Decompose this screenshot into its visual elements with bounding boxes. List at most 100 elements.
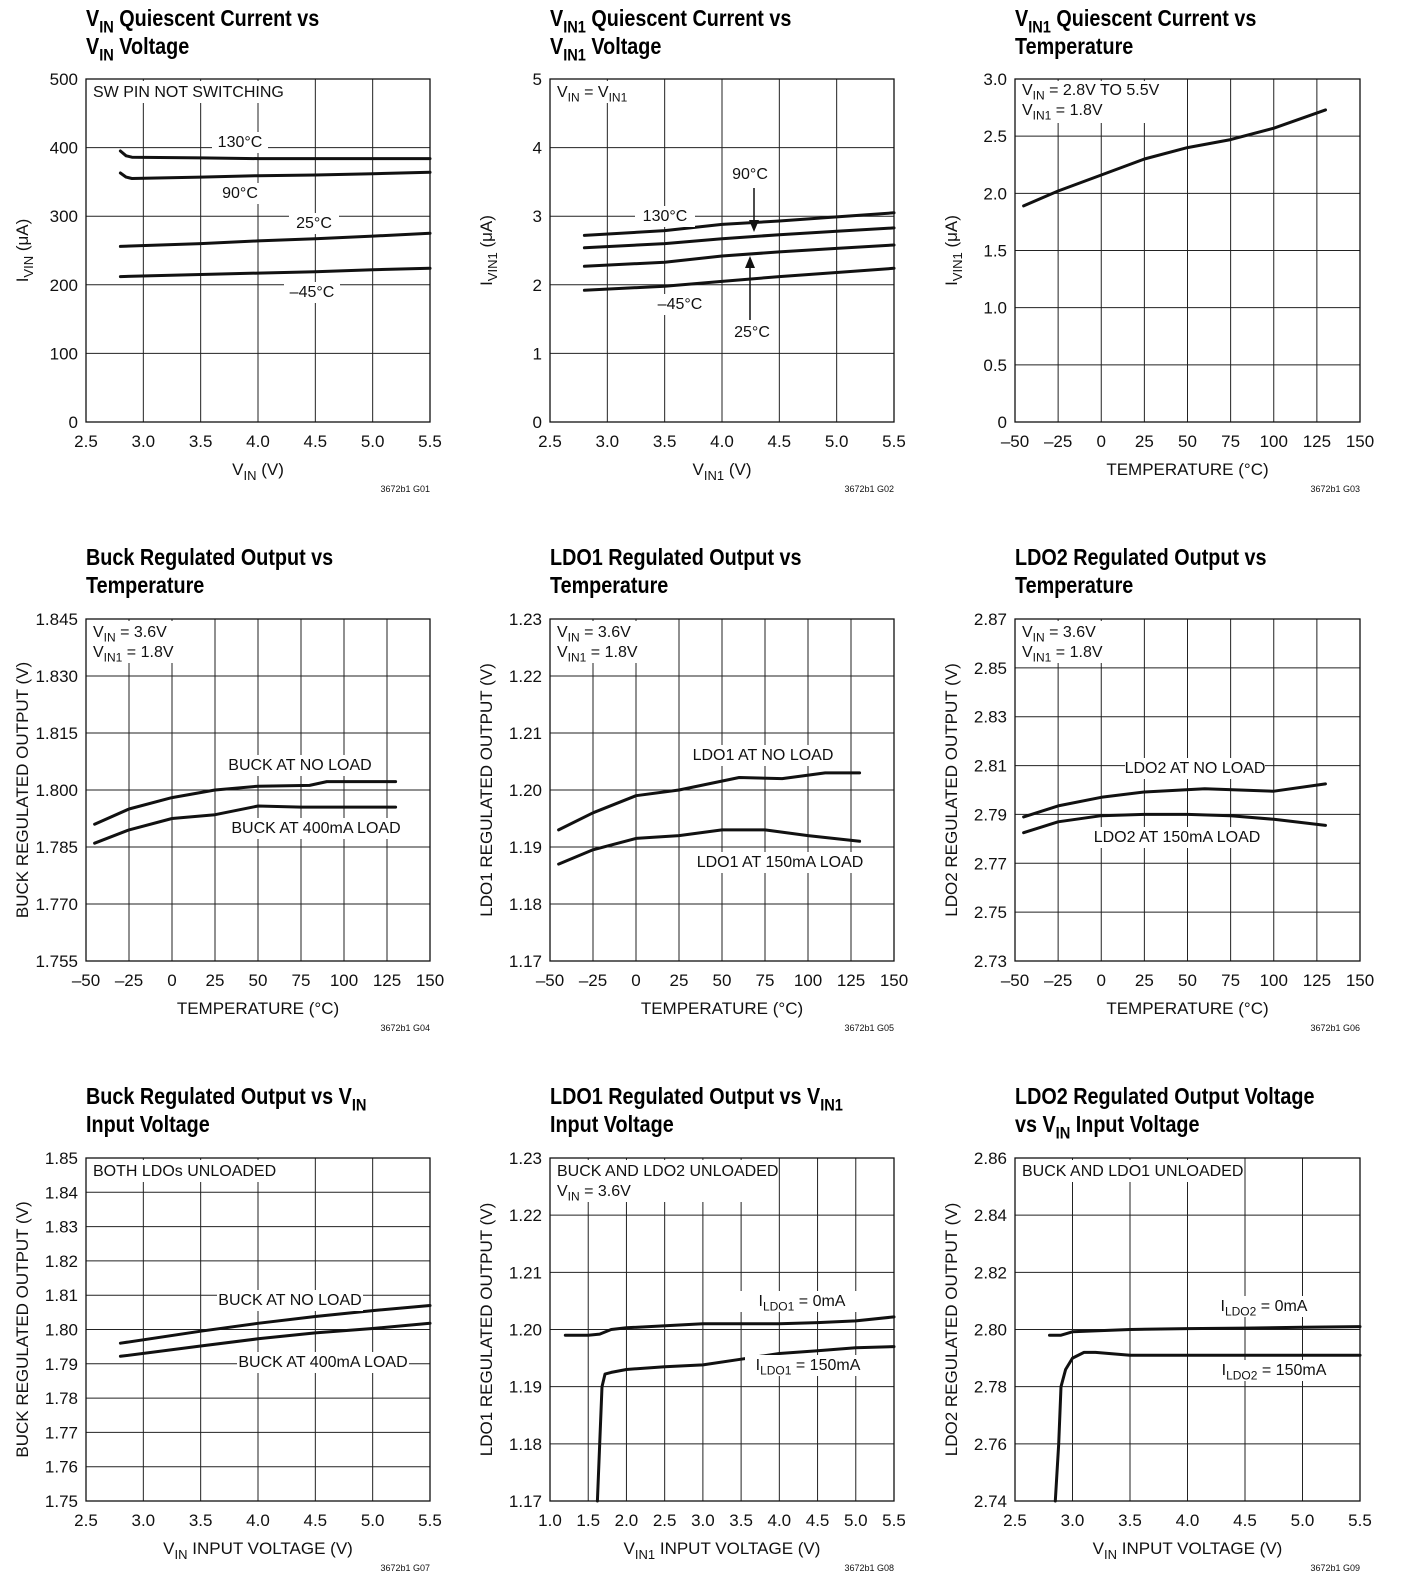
chart-title-line: vs VIN Input Voltage: [1015, 1112, 1200, 1143]
series-label: LDO1 AT 150mA LOAD: [697, 854, 864, 871]
series-line-2: [557, 828, 862, 866]
x-tick-label: 3.0: [132, 432, 156, 451]
x-tick-label: –50: [536, 971, 564, 990]
x-tick-label: 75: [1221, 971, 1240, 990]
x-tick-label: 125: [837, 971, 865, 990]
x-tick-label: 2.5: [538, 432, 562, 451]
label-mask: [212, 132, 268, 153]
x-tick-label: –25: [115, 971, 143, 990]
condition-note: VIN = VIN1: [557, 84, 628, 105]
y-tick-label: 200: [50, 276, 78, 295]
y-tick-label: 1.22: [509, 667, 542, 686]
series-label: 130°C: [643, 208, 688, 225]
y-tick-label: 1.5: [983, 242, 1007, 261]
figure-code: 3672b1 G05: [844, 1023, 894, 1033]
chart-title-line: LDO2 Regulated Output Voltage: [1015, 1084, 1315, 1110]
note-background: [88, 621, 178, 663]
series-line-1: [118, 149, 432, 161]
y-tick-label: 1: [533, 344, 542, 363]
y-tick-label: 2.77: [974, 854, 1007, 873]
x-axis-label: TEMPERATURE (°C): [641, 999, 803, 1018]
x-tick-label: –50: [72, 971, 100, 990]
x-tick-label: 3.0: [1061, 1511, 1085, 1530]
x-tick-label: –50: [1001, 432, 1029, 451]
plot-frame: [85, 618, 431, 962]
condition-note: VIN1 = 1.8V: [557, 644, 638, 665]
condition-note: BUCK AND LDO1 UNLOADED: [1022, 1163, 1243, 1180]
x-tick-label: 4.0: [710, 432, 734, 451]
x-axis-label: TEMPERATURE (°C): [1106, 460, 1268, 479]
y-tick-label: 1.78: [45, 1389, 78, 1408]
x-axis-label: VIN1 (V): [693, 460, 752, 483]
y-tick-label: 1.815: [35, 724, 78, 743]
series-label: 90°C: [732, 166, 768, 183]
x-tick-label: 75: [292, 971, 311, 990]
y-tick-label: 2.78: [974, 1378, 1007, 1397]
note-background: [88, 1160, 273, 1182]
chart-title-line: VIN1 Voltage: [550, 34, 661, 65]
label-mask: [217, 1290, 363, 1311]
chart-title-line: LDO1 Regulated Output vs VIN1: [550, 1084, 843, 1115]
x-tick-label: –25: [1044, 971, 1072, 990]
figure-code: 3672b1 G08: [844, 1563, 894, 1573]
plot-frame: [549, 78, 895, 423]
x-tick-label: 100: [794, 971, 822, 990]
label-mask: [289, 213, 339, 234]
series-label: 90°C: [222, 185, 258, 202]
series-label: LDO2 AT 150mA LOAD: [1094, 829, 1261, 846]
x-tick-label: 25: [1135, 971, 1154, 990]
x-tick-label: 5.0: [361, 432, 385, 451]
series-line-2: [118, 1321, 432, 1358]
label-mask: [727, 322, 777, 343]
y-axis-label: LDO1 REGULATED OUTPUT (V): [477, 663, 496, 916]
y-tick-label: 1.845: [35, 610, 78, 629]
series-label: LDO1 AT NO LOAD: [693, 747, 834, 764]
x-tick-label: 4.5: [304, 1511, 328, 1530]
y-tick-label: 300: [50, 207, 78, 226]
note-background: [552, 1160, 774, 1202]
note-background: [552, 81, 632, 103]
x-tick-label: 150: [1346, 432, 1374, 451]
x-axis-label: TEMPERATURE (°C): [177, 999, 339, 1018]
x-tick-label: –25: [579, 971, 607, 990]
x-tick-label: 50: [1178, 432, 1197, 451]
series-line-1: [93, 780, 398, 826]
x-tick-label: 2.5: [74, 1511, 98, 1530]
x-tick-label: 5.5: [882, 1511, 906, 1530]
y-tick-label: 400: [50, 139, 78, 158]
label-mask: [694, 852, 866, 873]
x-tick-label: 1.0: [538, 1511, 562, 1530]
x-tick-label: 3.0: [132, 1511, 156, 1530]
x-tick-label: 2.0: [615, 1511, 639, 1530]
y-tick-label: 3: [533, 207, 542, 226]
condition-note: BOTH LDOs UNLOADED: [93, 1163, 276, 1180]
series-line-3: [118, 231, 432, 248]
chart-title-line: VIN1 Quiescent Current vs: [550, 6, 791, 37]
series-line-2: [1022, 812, 1327, 835]
label-mask: [1201, 1296, 1327, 1317]
figure-code: 3672b1 G01: [380, 484, 430, 494]
x-tick-label: 5.0: [361, 1511, 385, 1530]
series-label: ILDO1 = 0mA: [759, 1293, 846, 1314]
x-axis-label: VIN (V): [232, 460, 284, 483]
series-line-2: [1053, 1350, 1362, 1503]
y-tick-label: 1.82: [45, 1252, 78, 1271]
arrowhead-90c: [749, 220, 759, 232]
series-line-1: [118, 1304, 432, 1345]
y-tick-label: 0: [69, 413, 78, 432]
note-background: [88, 81, 284, 103]
series-label: ILDO2 = 150mA: [1222, 1362, 1327, 1383]
x-tick-label: 3.5: [189, 1511, 213, 1530]
condition-note: BUCK AND LDO2 UNLOADED: [557, 1163, 778, 1180]
y-tick-label: 1.770: [35, 895, 78, 914]
y-tick-label: 3.0: [983, 70, 1007, 89]
x-tick-label: 100: [1260, 971, 1288, 990]
series-label: LDO2 AT NO LOAD: [1125, 760, 1266, 777]
chart-title-line: LDO2 Regulated Output vs: [1015, 545, 1267, 571]
y-tick-label: 1.800: [35, 781, 78, 800]
y-tick-label: 2.73: [974, 952, 1007, 971]
series-line-1: [563, 1315, 896, 1337]
